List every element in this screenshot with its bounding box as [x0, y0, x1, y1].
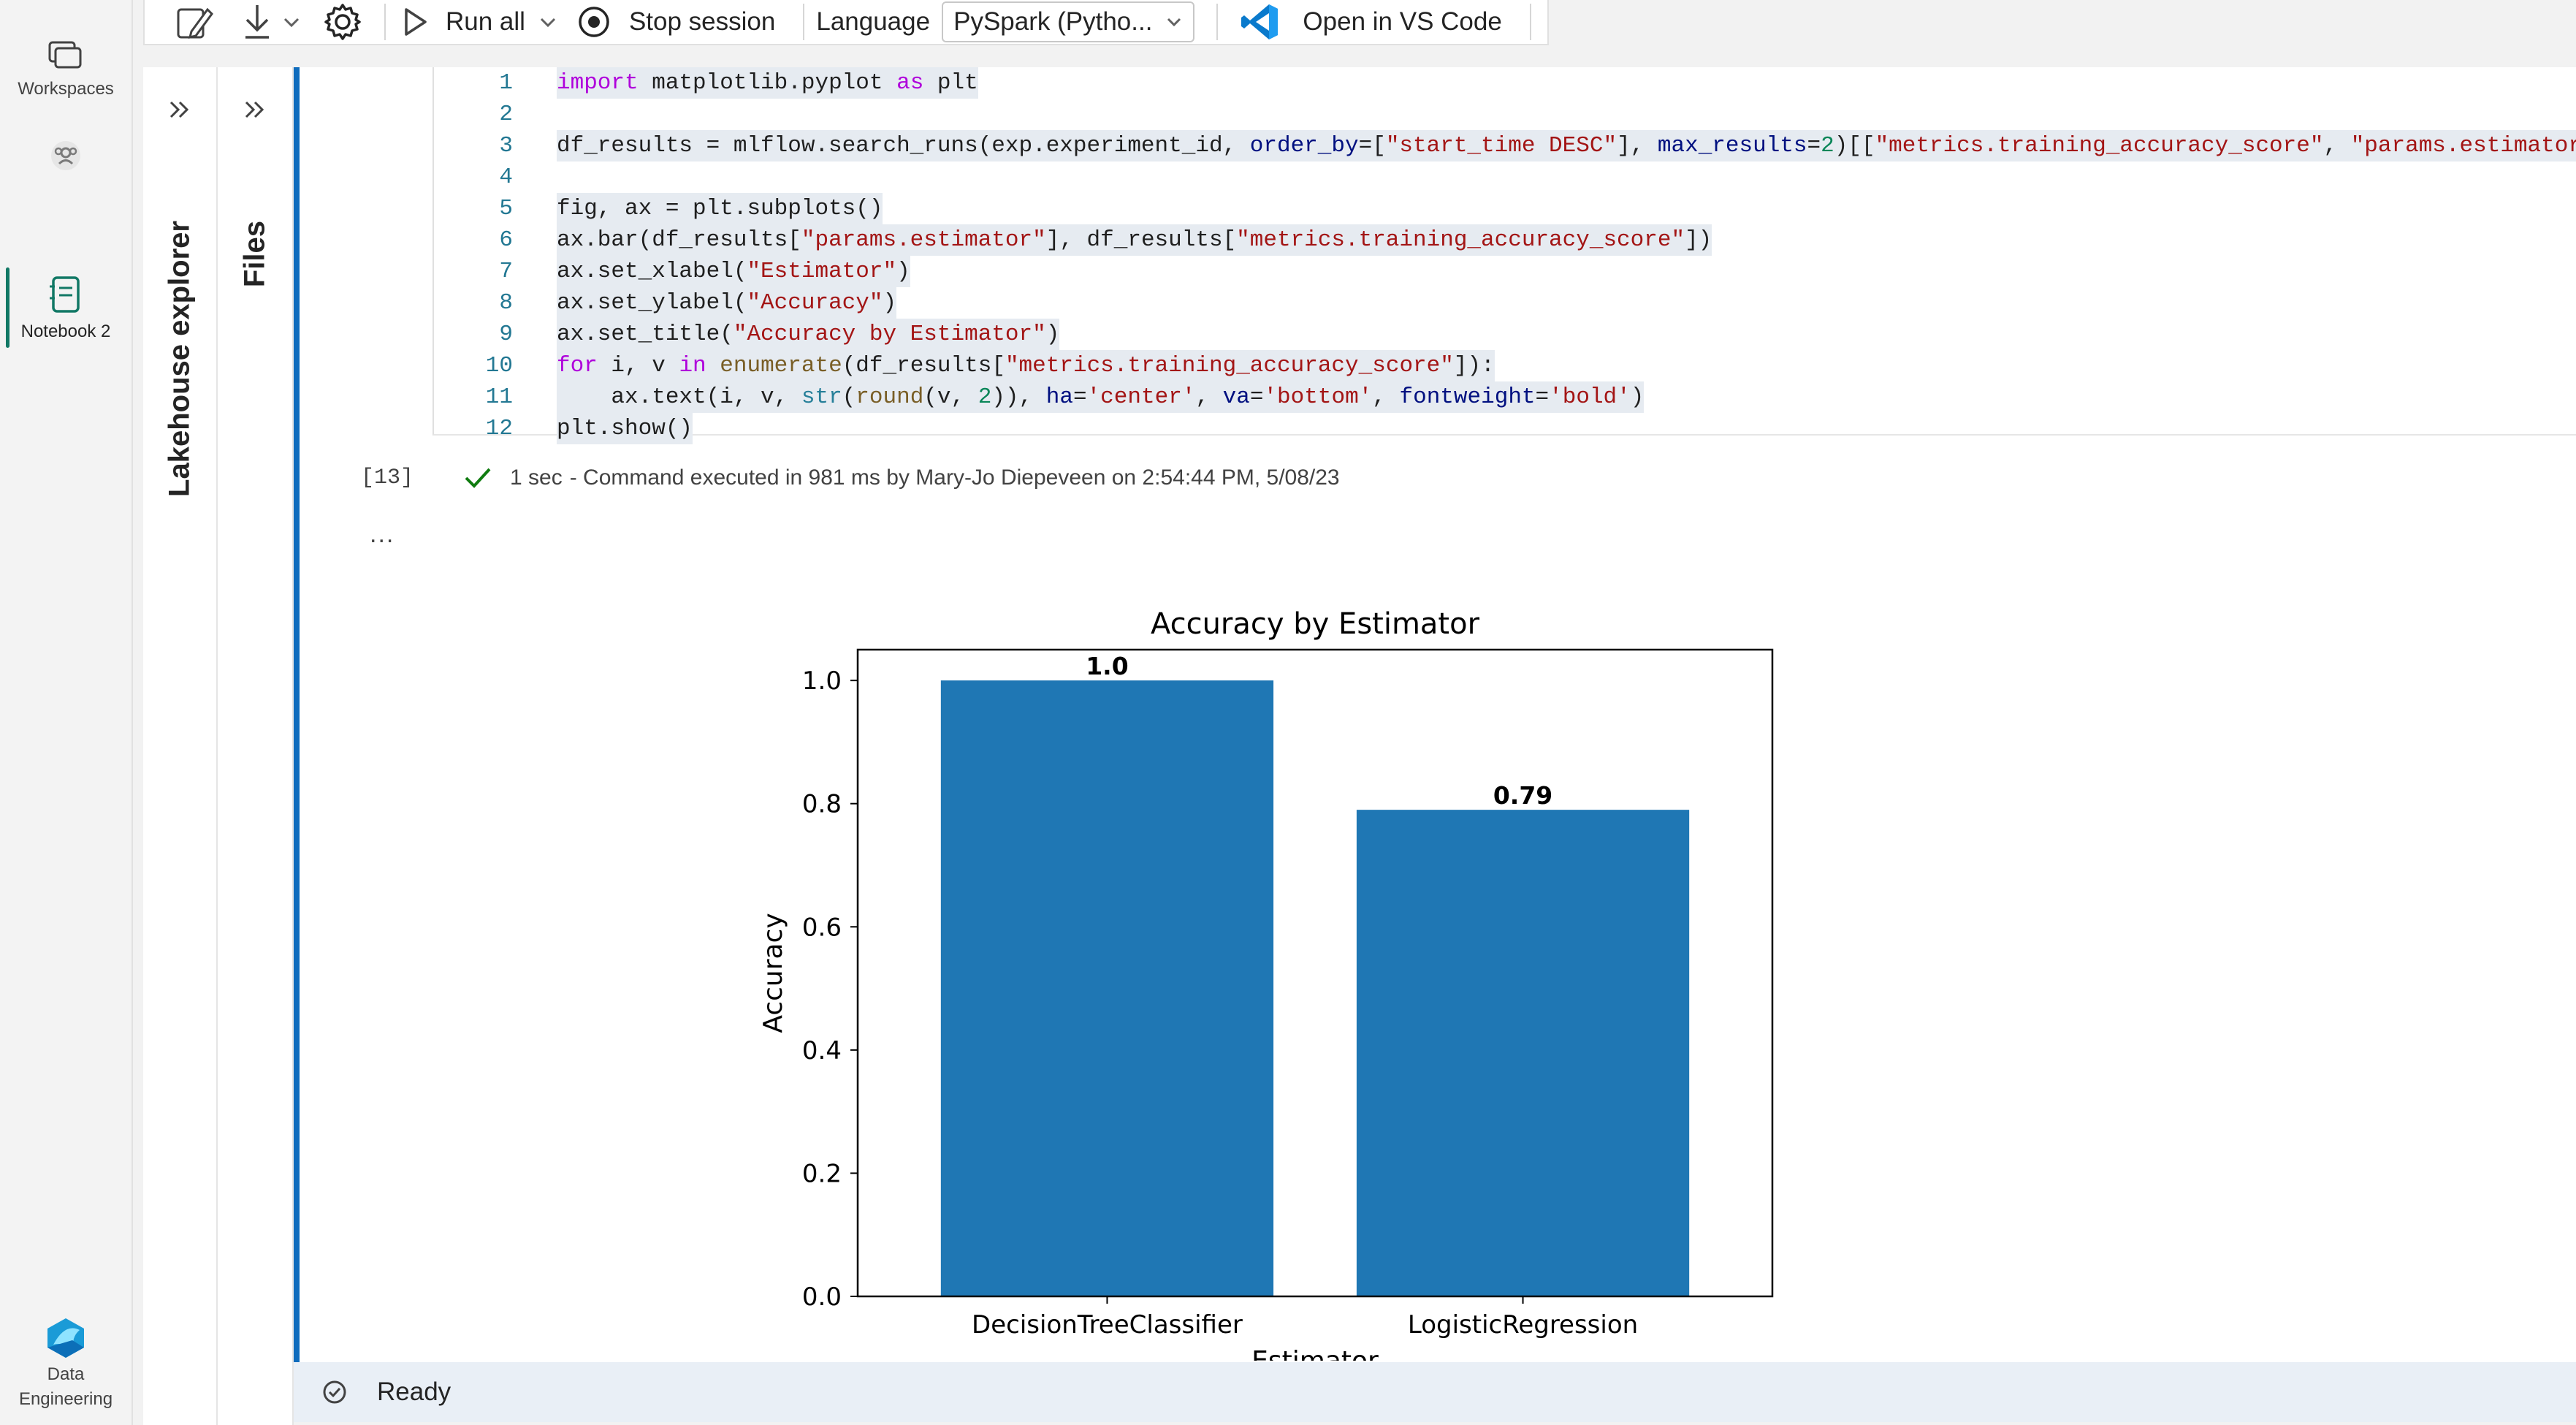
data-engineering-icon	[47, 1318, 84, 1358]
code-editor[interactable]: 1 import matplotlib.pyplot as plt 2 3 df_r…	[432, 67, 2576, 444]
chart-y-tick-label: 0.2	[802, 1159, 842, 1188]
rail-engineering-label: Engineering	[18, 1389, 113, 1409]
chart-data-label: 1.0	[1086, 652, 1128, 680]
chart-x-tick-label: LogisticRegression	[1408, 1310, 1638, 1340]
code-text: ax.bar(df_results["params.estimator"], d…	[557, 224, 1712, 256]
gear-icon	[324, 4, 361, 40]
line-number: 11	[485, 384, 513, 410]
files-panel: Files	[218, 67, 294, 1425]
accuracy-bar-chart: Accuracy by Estimator 1.0 DecisionTreeClas…	[758, 607, 1774, 1361]
code-text: fig, ax = plt.subplots()	[557, 193, 883, 224]
notebook-canvas: 1 import matplotlib.pyplot as plt 2 3 df_r…	[294, 67, 2576, 1362]
code-text: ax.set_ylabel("Accuracy")	[557, 287, 897, 319]
code-text: df_results = mlflow.search_runs(exp.expe…	[557, 130, 2576, 162]
edit-icon	[177, 7, 213, 39]
output-more-button[interactable]: ...	[370, 520, 395, 548]
rail-data-label: Data	[47, 1364, 85, 1384]
language-dropdown[interactable]: PySpark (Pytho...	[942, 1, 1195, 42]
workspaces-icon	[48, 41, 82, 69]
execution-status: 1 sec - Command executed in 981 ms by Ma…	[462, 465, 1340, 491]
chart-title: Accuracy by Estimator	[1151, 607, 1480, 641]
chart-y-axis-label: Accuracy	[758, 913, 788, 1033]
rail-item-people[interactable]	[0, 137, 132, 174]
chart-y-tick-label: 0.6	[802, 913, 842, 942]
chevron-down-icon	[283, 18, 300, 28]
toolbar-divider	[803, 4, 805, 40]
chart-bar	[1356, 810, 1690, 1296]
chart-x-tick-label: DecisionTreeClassifier	[972, 1310, 1243, 1340]
chart-y-tick-label: 0.0	[802, 1282, 842, 1312]
line-number: 12	[485, 416, 513, 441]
double-chevron-right-icon	[245, 101, 264, 118]
run-all-button[interactable]: Run all	[400, 0, 557, 44]
lakehouse-explorer-panel: Lakehouse explorer	[143, 67, 218, 1425]
status-check-icon	[323, 1380, 346, 1404]
chart-x-axis-label: Estimator	[1251, 1346, 1379, 1361]
lakehouse-explorer-label[interactable]: Lakehouse explorer	[163, 221, 196, 497]
language-selector: Language PySpark (Pytho...	[816, 0, 1195, 44]
checkmark-icon	[465, 468, 491, 488]
execution-duration: 1 sec	[510, 466, 563, 490]
edit-button[interactable]	[174, 0, 213, 44]
code-text: plt.show()	[557, 413, 693, 444]
language-label: Language	[816, 7, 931, 36]
download-button[interactable]	[241, 0, 301, 44]
language-value: PySpark (Pytho...	[953, 7, 1153, 36]
rail-workspaces-label: Workspaces	[18, 79, 114, 99]
people-icon	[51, 141, 80, 170]
line-number: 4	[499, 164, 513, 190]
chart-data-label: 0.79	[1493, 781, 1552, 810]
line-number: 10	[485, 353, 513, 379]
chart-bar	[940, 680, 1274, 1296]
stop-icon	[579, 7, 609, 37]
chart-y-tick-label: 1.0	[802, 666, 842, 696]
chevron-down-icon	[1167, 18, 1181, 27]
line-number: 8	[499, 290, 513, 316]
chart-axes-frame	[856, 648, 1774, 1298]
line-number: 2	[499, 102, 513, 127]
rail-notebook-label: Notebook 2	[20, 322, 111, 341]
code-text: for i, v in enumerate(df_results["metric…	[557, 350, 1495, 381]
settings-button[interactable]	[323, 0, 362, 44]
vscode-icon	[1241, 4, 1279, 39]
code-text: import matplotlib.pyplot as plt	[557, 67, 978, 99]
double-chevron-right-icon	[169, 101, 189, 118]
app-rail: Workspaces Notebook 2 Data Engineering	[0, 0, 133, 1425]
line-number: 9	[499, 322, 513, 347]
stop-session-button[interactable]: Stop session	[576, 0, 775, 44]
status-bar: Ready	[294, 1362, 2576, 1422]
chevron-down-icon[interactable]	[538, 15, 557, 29]
status-label: Ready	[377, 1378, 451, 1406]
toolbar-divider	[1529, 4, 1531, 40]
code-text: ax.set_title("Accuracy by Estimator")	[557, 319, 1060, 350]
toolbar-divider	[1216, 4, 1219, 40]
play-icon	[405, 8, 427, 36]
run-all-label: Run all	[446, 7, 525, 36]
open-in-vscode-button[interactable]: Open in VS Code	[1240, 0, 1502, 44]
line-number: 7	[499, 259, 513, 284]
rail-item-workspaces[interactable]: Workspaces	[0, 38, 132, 99]
line-number: 6	[499, 227, 513, 253]
line-number: 5	[499, 196, 513, 221]
rail-item-notebook[interactable]: Notebook 2	[0, 263, 132, 348]
execution-count: [13]	[361, 466, 414, 490]
stop-session-label: Stop session	[628, 7, 776, 36]
execution-status-text: - Command executed in 981 ms by Mary-Jo …	[569, 466, 1340, 490]
notebook-icon	[50, 276, 80, 313]
expand-files-button[interactable]	[218, 96, 292, 126]
toolbar-divider	[384, 4, 386, 40]
code-text: ax.text(i, v, str(round(v, 2)), ha='cent…	[557, 381, 1645, 413]
code-text: ax.set_xlabel("Estimator")	[557, 256, 910, 287]
expand-lakehouse-button[interactable]	[143, 96, 216, 126]
chart-y-tick-label: 0.4	[802, 1036, 842, 1065]
line-number: 1	[499, 70, 513, 96]
download-icon	[245, 5, 269, 39]
line-number: 3	[499, 133, 513, 159]
active-cell-indicator	[294, 67, 300, 1362]
notebook-toolbar: Run all Stop session Language PySpark (P…	[143, 0, 1549, 45]
open-in-vscode-label: Open in VS Code	[1303, 7, 1502, 36]
chart-y-tick-label: 0.8	[802, 790, 842, 819]
rail-item-data-engineering[interactable]: Data Engineering	[0, 1315, 132, 1412]
files-label[interactable]: Files	[238, 221, 271, 288]
